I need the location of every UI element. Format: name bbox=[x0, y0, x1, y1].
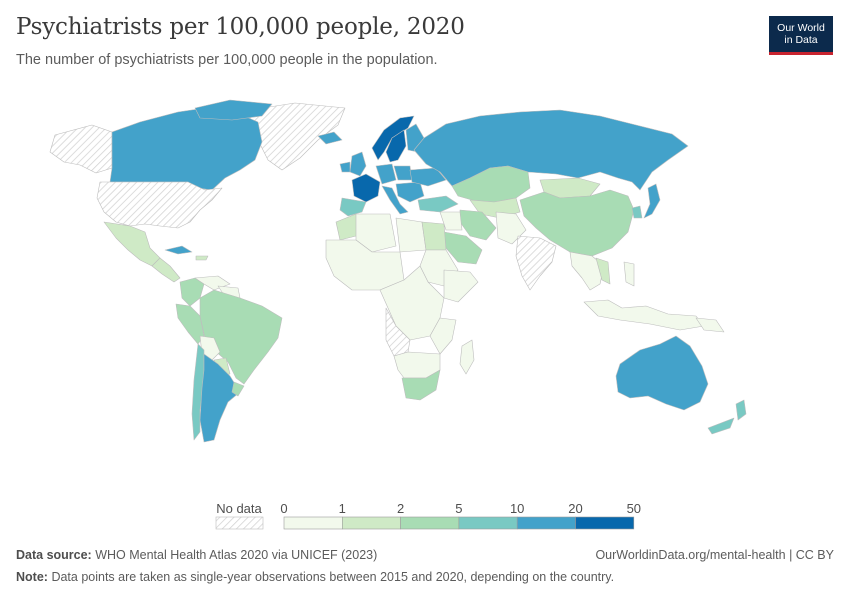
legend-tick-label: 2 bbox=[397, 501, 404, 516]
country-egypt[interactable] bbox=[421, 221, 447, 251]
country-united-kingdom[interactable] bbox=[349, 151, 367, 177]
data-source: Data source: WHO Mental Health Atlas 202… bbox=[16, 548, 377, 562]
chart-note: Note: Data points are taken as single-ye… bbox=[16, 570, 614, 584]
country-germany[interactable] bbox=[375, 163, 397, 185]
country-vietnam[interactable] bbox=[595, 257, 611, 285]
note-text: Data points are taken as single-year obs… bbox=[51, 570, 615, 584]
country-indonesia[interactable] bbox=[583, 299, 705, 331]
country-italy[interactable] bbox=[381, 185, 409, 215]
country-japan[interactable] bbox=[643, 183, 661, 219]
country-central-america[interactable] bbox=[151, 257, 181, 283]
country-spain[interactable] bbox=[339, 197, 367, 217]
legend-tick-label: 20 bbox=[568, 501, 582, 516]
legend: No data 0 1 2 5 10 20 50 bbox=[215, 501, 641, 530]
country-alaska[interactable] bbox=[49, 124, 113, 174]
license-link[interactable]: OurWorldinData.org/mental-health | CC BY bbox=[595, 548, 834, 562]
country-philippines[interactable] bbox=[623, 261, 635, 287]
country-korea[interactable] bbox=[631, 205, 643, 219]
legend-bin-4[interactable] bbox=[516, 516, 576, 530]
legend-bin-2[interactable] bbox=[400, 516, 460, 530]
country-united-states[interactable] bbox=[96, 181, 223, 229]
country-south-africa[interactable] bbox=[401, 369, 441, 401]
country-mexico[interactable] bbox=[103, 221, 161, 267]
country-west-africa[interactable] bbox=[325, 239, 405, 291]
country-china[interactable] bbox=[519, 189, 635, 257]
country-ukraine[interactable] bbox=[409, 167, 447, 187]
country-papua-new-guinea[interactable] bbox=[695, 317, 725, 333]
country-horn-of-africa[interactable] bbox=[443, 269, 479, 303]
country-algeria[interactable] bbox=[355, 213, 397, 253]
owid-logo[interactable]: Our World in Data bbox=[769, 16, 833, 55]
legend-bin-1[interactable] bbox=[341, 516, 401, 530]
country-cuba[interactable] bbox=[164, 245, 193, 255]
country-norway[interactable] bbox=[371, 115, 415, 161]
country-sweden[interactable] bbox=[385, 129, 407, 163]
country-libya[interactable] bbox=[395, 217, 427, 253]
data-source-label: Data source: bbox=[16, 548, 92, 562]
legend-tick-label: 10 bbox=[510, 501, 524, 516]
country-canada-islands[interactable] bbox=[194, 99, 273, 121]
note-label: Note: bbox=[16, 570, 48, 584]
legend-no-data-swatch bbox=[215, 516, 264, 530]
legend-bin-0[interactable] bbox=[283, 516, 343, 530]
legend-tick-label: 50 bbox=[627, 501, 641, 516]
legend-bin-3[interactable] bbox=[458, 516, 518, 530]
country-new-zealand[interactable] bbox=[735, 399, 747, 421]
legend-no-data-label: No data bbox=[216, 501, 262, 516]
country-caribbean[interactable] bbox=[195, 255, 209, 261]
country-poland[interactable] bbox=[393, 165, 413, 181]
country-east-africa[interactable] bbox=[429, 317, 457, 355]
logo-line-2: in Data bbox=[784, 34, 818, 46]
country-uruguay[interactable] bbox=[231, 381, 245, 397]
data-source-text[interactable]: WHO Mental Health Atlas 2020 via UNICEF … bbox=[95, 548, 378, 562]
chart-title: Psychiatrists per 100,000 people, 2020 bbox=[16, 14, 465, 40]
country-madagascar[interactable] bbox=[459, 339, 475, 375]
country-india[interactable] bbox=[515, 235, 557, 291]
country-southeast-asia[interactable] bbox=[569, 251, 605, 291]
legend-tick-label: 1 bbox=[339, 501, 346, 516]
legend-bin-5[interactable] bbox=[575, 516, 635, 530]
legend-tick-label: 5 bbox=[455, 501, 462, 516]
world-map[interactable] bbox=[0, 90, 850, 490]
country-canada[interactable] bbox=[109, 107, 263, 191]
country-iceland[interactable] bbox=[317, 131, 343, 145]
country-argentina[interactable] bbox=[199, 353, 241, 443]
legend-scale: 0 1 2 5 10 20 50 bbox=[280, 501, 641, 530]
country-kazakhstan[interactable] bbox=[451, 165, 531, 203]
logo-line-1: Our World bbox=[777, 22, 825, 34]
country-turkey[interactable] bbox=[417, 195, 459, 213]
country-australia[interactable] bbox=[615, 335, 709, 411]
chart-subtitle: The number of psychiatrists per 100,000 … bbox=[16, 52, 438, 68]
country-france[interactable] bbox=[351, 173, 381, 203]
country-new-zealand-south[interactable] bbox=[707, 417, 735, 435]
country-balkans[interactable] bbox=[395, 181, 425, 203]
country-russia[interactable] bbox=[413, 109, 689, 191]
country-ireland[interactable] bbox=[339, 161, 351, 173]
legend-tick-label: 0 bbox=[280, 501, 287, 516]
